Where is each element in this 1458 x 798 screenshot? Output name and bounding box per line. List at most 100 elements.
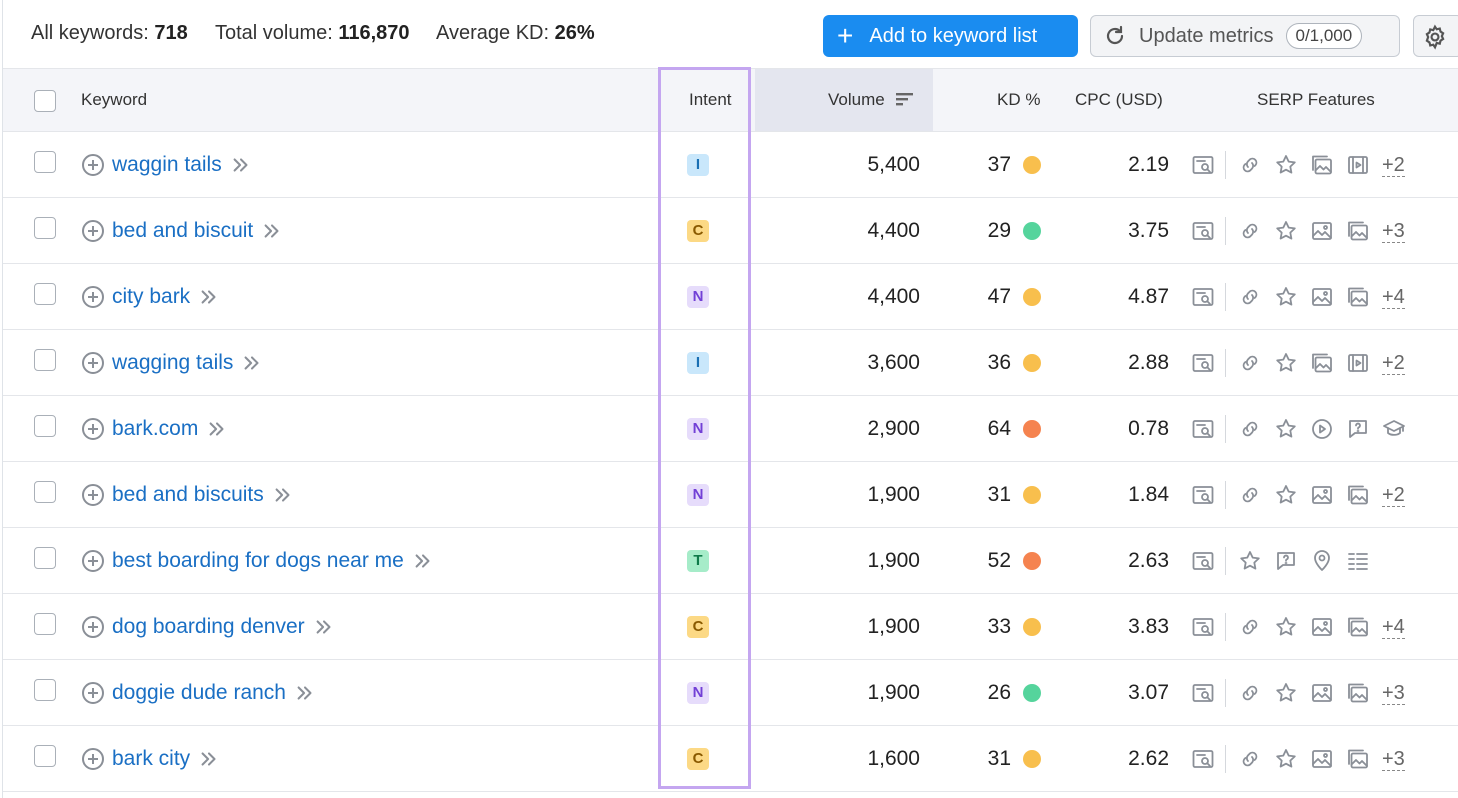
row-checkbox[interactable] <box>34 679 56 701</box>
image-stack-icon[interactable] <box>1346 681 1370 705</box>
column-header-cpc[interactable]: CPC (USD) <box>1075 90 1163 109</box>
add-to-keyword-list-button[interactable]: + Add to keyword list <box>823 15 1078 57</box>
serp-more-link[interactable]: +4 <box>1382 285 1405 309</box>
row-checkbox[interactable] <box>34 415 56 437</box>
link-icon[interactable] <box>1238 681 1262 705</box>
image-icon[interactable] <box>1310 219 1334 243</box>
snippet-icon[interactable] <box>1191 153 1215 177</box>
add-circle-icon[interactable] <box>81 417 105 441</box>
star-icon[interactable] <box>1274 681 1298 705</box>
image-stack-icon[interactable] <box>1310 153 1334 177</box>
star-icon[interactable] <box>1274 351 1298 375</box>
image-icon[interactable] <box>1310 747 1334 771</box>
link-icon[interactable] <box>1238 747 1262 771</box>
star-icon[interactable] <box>1274 747 1298 771</box>
add-circle-icon[interactable] <box>81 351 105 375</box>
double-chevron-right-icon[interactable] <box>206 418 228 440</box>
image-icon[interactable] <box>1310 285 1334 309</box>
star-icon[interactable] <box>1274 219 1298 243</box>
list-icon[interactable] <box>1346 549 1370 573</box>
double-chevron-right-icon[interactable] <box>230 154 252 176</box>
image-stack-icon[interactable] <box>1346 285 1370 309</box>
double-chevron-right-icon[interactable] <box>241 352 263 374</box>
snippet-icon[interactable] <box>1191 219 1215 243</box>
column-header-intent[interactable]: Intent <box>689 90 732 109</box>
keyword-link[interactable]: doggie dude ranch <box>112 681 286 704</box>
row-checkbox[interactable] <box>34 217 56 239</box>
link-icon[interactable] <box>1238 615 1262 639</box>
row-checkbox[interactable] <box>34 151 56 173</box>
settings-button[interactable] <box>1413 15 1458 57</box>
location-pin-icon[interactable] <box>1310 549 1334 573</box>
add-circle-icon[interactable] <box>81 153 105 177</box>
video-icon[interactable] <box>1346 351 1370 375</box>
snippet-icon[interactable] <box>1191 285 1215 309</box>
snippet-icon[interactable] <box>1191 615 1215 639</box>
keyword-link[interactable]: bark city <box>112 747 191 770</box>
snippet-icon[interactable] <box>1191 483 1215 507</box>
keyword-link[interactable]: bed and biscuits <box>112 483 264 506</box>
add-circle-icon[interactable] <box>81 747 105 771</box>
link-icon[interactable] <box>1238 351 1262 375</box>
image-icon[interactable] <box>1310 483 1334 507</box>
snippet-icon[interactable] <box>1191 351 1215 375</box>
row-checkbox[interactable] <box>34 745 56 767</box>
serp-more-link[interactable]: +3 <box>1382 747 1405 771</box>
add-circle-icon[interactable] <box>81 549 105 573</box>
snippet-icon[interactable] <box>1191 747 1215 771</box>
image-stack-icon[interactable] <box>1346 615 1370 639</box>
keyword-link[interactable]: bark.com <box>112 417 199 440</box>
link-icon[interactable] <box>1238 285 1262 309</box>
image-icon[interactable] <box>1310 681 1334 705</box>
keyword-link[interactable]: city bark <box>112 285 191 308</box>
image-icon[interactable] <box>1310 615 1334 639</box>
row-checkbox[interactable] <box>34 481 56 503</box>
update-metrics-button[interactable]: Update metrics 0/1,000 <box>1090 15 1400 57</box>
video-icon[interactable] <box>1346 153 1370 177</box>
add-circle-icon[interactable] <box>81 681 105 705</box>
star-icon[interactable] <box>1238 549 1262 573</box>
keyword-link[interactable]: best boarding for dogs near me <box>112 549 404 572</box>
keyword-link[interactable]: dog boarding denver <box>112 615 305 638</box>
double-chevron-right-icon[interactable] <box>412 550 434 572</box>
star-icon[interactable] <box>1274 483 1298 507</box>
serp-more-link[interactable]: +4 <box>1382 615 1405 639</box>
add-circle-icon[interactable] <box>81 219 105 243</box>
image-stack-icon[interactable] <box>1310 351 1334 375</box>
link-icon[interactable] <box>1238 219 1262 243</box>
add-circle-icon[interactable] <box>81 285 105 309</box>
double-chevron-right-icon[interactable] <box>294 682 316 704</box>
keyword-link[interactable]: bed and biscuit <box>112 219 254 242</box>
serp-more-link[interactable]: +3 <box>1382 219 1405 243</box>
add-circle-icon[interactable] <box>81 483 105 507</box>
snippet-icon[interactable] <box>1191 681 1215 705</box>
star-icon[interactable] <box>1274 417 1298 441</box>
star-icon[interactable] <box>1274 615 1298 639</box>
graduation-cap-icon[interactable] <box>1382 417 1406 441</box>
row-checkbox[interactable] <box>34 613 56 635</box>
snippet-icon[interactable] <box>1191 549 1215 573</box>
double-chevron-right-icon[interactable] <box>198 748 220 770</box>
image-stack-icon[interactable] <box>1346 747 1370 771</box>
row-checkbox[interactable] <box>34 349 56 371</box>
column-header-volume[interactable]: Volume <box>828 69 915 131</box>
link-icon[interactable] <box>1238 153 1262 177</box>
question-icon[interactable] <box>1274 549 1298 573</box>
add-circle-icon[interactable] <box>81 615 105 639</box>
image-stack-icon[interactable] <box>1346 483 1370 507</box>
serp-more-link[interactable]: +2 <box>1382 351 1405 375</box>
snippet-icon[interactable] <box>1191 417 1215 441</box>
row-checkbox[interactable] <box>34 283 56 305</box>
select-all-checkbox[interactable] <box>34 90 56 112</box>
star-icon[interactable] <box>1274 153 1298 177</box>
double-chevron-right-icon[interactable] <box>272 484 294 506</box>
serp-more-link[interactable]: +3 <box>1382 681 1405 705</box>
serp-more-link[interactable]: +2 <box>1382 153 1405 177</box>
question-icon[interactable] <box>1346 417 1370 441</box>
column-header-serp-features[interactable]: SERP Features <box>1257 90 1375 109</box>
row-checkbox[interactable] <box>34 547 56 569</box>
keyword-link[interactable]: waggin tails <box>112 153 222 176</box>
double-chevron-right-icon[interactable] <box>198 286 220 308</box>
column-header-keyword[interactable]: Keyword <box>81 90 148 109</box>
double-chevron-right-icon[interactable] <box>313 616 335 638</box>
